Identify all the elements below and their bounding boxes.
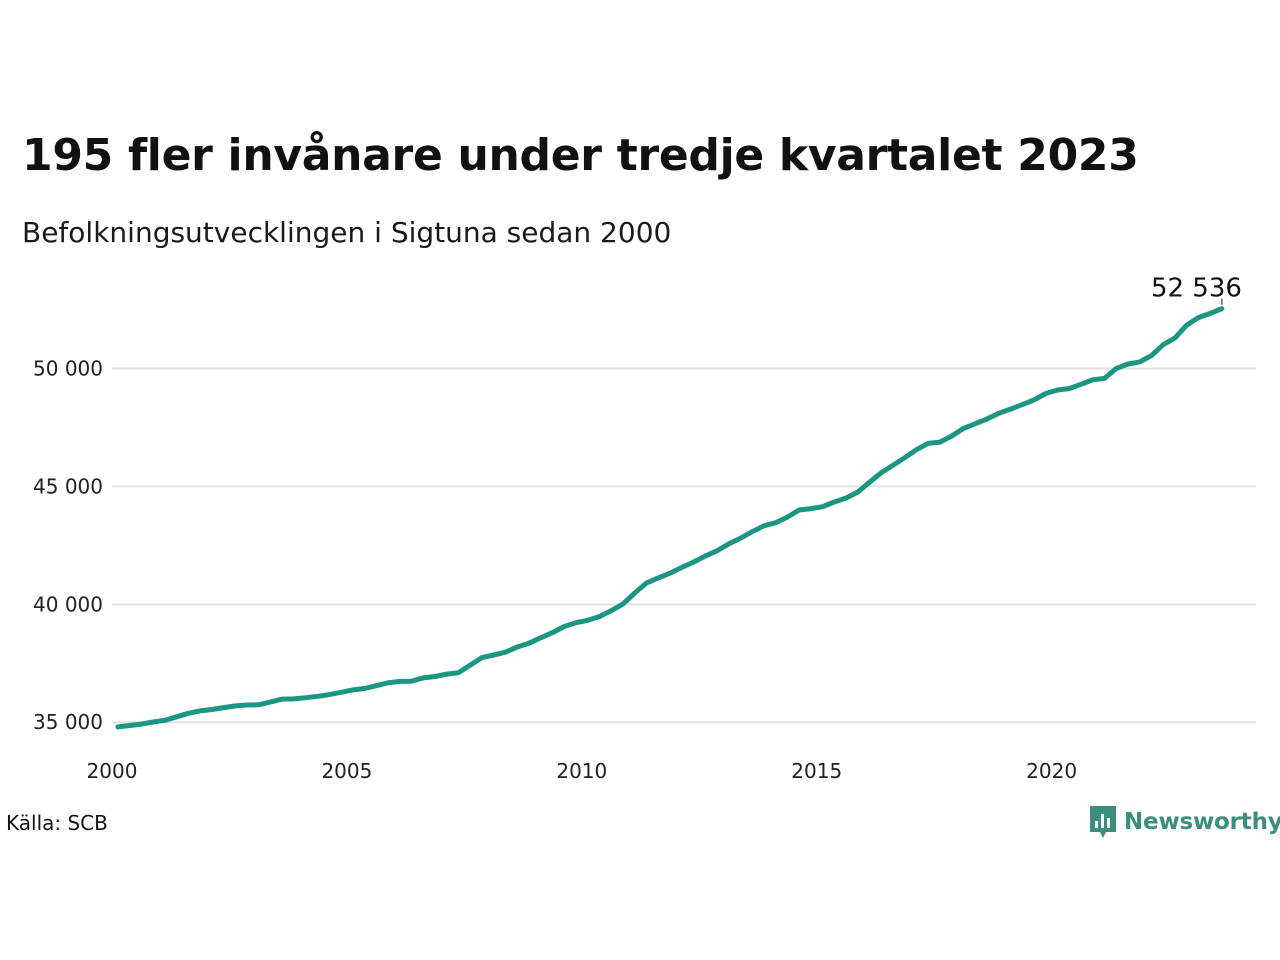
- population-line: [115, 306, 1225, 730]
- gridlines: [112, 367, 1256, 724]
- y-tick-label: 35 000: [33, 710, 103, 734]
- brand-name: Newsworthy: [1124, 809, 1280, 835]
- x-tick-label: 2000: [87, 759, 138, 783]
- y-tick-label: 45 000: [33, 474, 103, 498]
- chart-title: 195 fler invånare under tredje kvartalet…: [22, 130, 1139, 181]
- brand-logo[interactable]: Newsworthy: [1088, 804, 1280, 840]
- y-tick-label: 50 000: [33, 357, 103, 381]
- newsworthy-logo-icon: [1090, 806, 1116, 838]
- x-tick-label: 2015: [791, 759, 842, 783]
- end-value-label: 52 536: [1151, 274, 1242, 304]
- chart-subtitle: Befolkningsutvecklingen i Sigtuna sedan …: [22, 216, 672, 249]
- x-axis-ticks: 2000 2005 2010 2015 2020: [87, 759, 1078, 783]
- source-note: Källa: SCB: [6, 811, 108, 835]
- y-axis-ticks: 35 000 40 000 45 000 50 000: [33, 357, 103, 735]
- x-tick-label: 2020: [1026, 759, 1077, 783]
- x-tick-label: 2005: [321, 759, 372, 783]
- y-tick-label: 40 000: [33, 592, 103, 616]
- x-tick-label: 2010: [556, 759, 607, 783]
